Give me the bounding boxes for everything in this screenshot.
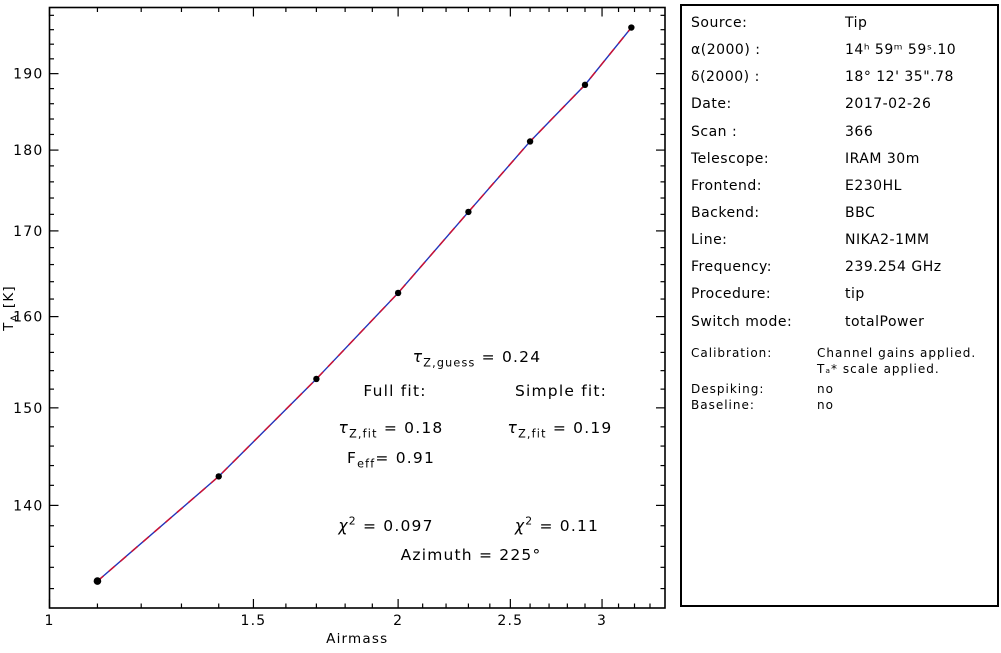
info-row-label: Frontend: [691,177,762,194]
note-row: Calibration: Channel gains applied. Tₐ* … [691,345,993,377]
info-row: α(2000) : 14ʰ 59ᵐ 59ˢ.10 [691,42,997,69]
x-tick-label: 1.5 [240,613,266,629]
y-tick-label: 190 [13,67,43,83]
info-row-value: 366 [845,123,874,140]
data-point [313,375,320,383]
info-row: Frontend: E230HL [691,178,997,205]
note-row: Despiking: no [691,381,993,397]
info-panel: Source: Tip α(2000) : 14ʰ 59ᵐ 59ˢ.10 δ(2… [680,4,999,607]
annotation-forward-efficiency: Feff= 0.91 [347,449,435,471]
info-row-label: Scan : [691,123,738,140]
info-row: Scan : 366 [691,124,997,151]
annotation-chi2-simple: χ2 = 0.11 [514,515,599,536]
info-row: Frequency: 239.254 GHz [691,259,997,286]
data-point [93,577,102,585]
annotation-tau-z-guess: τZ,guess = 0.24 [413,348,542,370]
data-point [526,138,534,145]
info-row-label: Switch mode: [691,313,793,330]
info-row-value: IRAM 30m [845,150,920,167]
info-rows: Source: Tip α(2000) : 14ʰ 59ᵐ 59ˢ.10 δ(2… [682,6,997,341]
info-row-value: 2017-02-26 [845,96,932,113]
info-row: Switch mode: totalPower [691,314,997,341]
annotation-chi2-full: χ2 = 0.097 [337,515,433,536]
tip-plot-svg: 1 1.5 2 2.5 3 140 150 160 170 180 190 Airmass TA [K]… [1,6,666,647]
info-row-label: Date: [691,96,732,113]
annotation-tau-z-fit-simple: τZ,fit = 0.19 [508,419,613,441]
info-row-value: NIKA2-1MM [845,232,930,249]
note-row: Baseline: no [691,397,993,413]
info-row: Procedure: tip [691,286,997,313]
info-row-value: 239.254 GHz [845,259,942,276]
info-row-label: Line: [691,232,728,249]
x-tick-label: 2.5 [497,613,523,629]
note-row-label: Calibration: [691,346,773,360]
y-axis-title: TA [K] [1,285,21,332]
note-row-value: Channel gains applied. Tₐ* scale applied… [817,346,977,376]
data-point [394,289,402,297]
info-row: Telescope: IRAM 30m [691,151,997,178]
info-row-label: δ(2000) : [691,69,760,86]
info-row-value: tip [845,286,865,303]
annotation-simple-fit-label: Simple fit: [515,382,607,400]
info-row: Date: 2017-02-26 [691,96,997,123]
info-row-value: E230HL [845,177,902,194]
data-point [215,473,222,480]
info-row-value: Tip [845,15,868,31]
info-row: Source: Tip [691,15,997,42]
annotation-tau-z-fit-full: τZ,fit = 0.18 [339,419,444,441]
info-row-label: Frequency: [691,259,773,276]
info-row: δ(2000) : 18° 12' 35".78 [691,69,997,96]
processing-notes: Calibration: Channel gains applied. Tₐ* … [691,345,993,413]
x-axis-title: Airmass [326,631,388,647]
x-tick-label: 2 [393,613,403,629]
y-tick-label: 150 [13,401,43,417]
note-row-label: Despiking: [691,382,765,396]
info-row-label: Source: [691,15,748,31]
info-row: Backend: BBC [691,205,997,232]
data-point [628,24,635,31]
full-fit-line [96,27,632,582]
info-row-value: 18° 12' 35".78 [845,69,954,86]
simple-fit-line [96,27,632,582]
annotation-azimuth: Azimuth = 225° [401,546,542,564]
info-row-value: 14ʰ 59ᵐ 59ˢ.10 [845,42,957,59]
note-row-value: no [817,398,834,412]
plot-frame [48,6,666,609]
note-row-value: no [817,382,834,396]
tip-plot-area: 1 1.5 2 2.5 3 140 150 160 170 180 190 Airmass TA [K]… [1,6,666,647]
info-row-value: totalPower [845,313,925,330]
note-row-label: Baseline: [691,398,755,412]
info-row-value: BBC [845,204,876,221]
annotation-full-fit-label: Full fit: [363,382,426,400]
info-row: Line: NIKA2-1MM [691,232,997,259]
info-row-label: Telescope: [691,150,770,167]
y-tick-label: 180 [13,143,43,159]
data-point [465,208,472,216]
x-tick-label: 3 [597,613,607,629]
y-tick-label: 140 [13,498,43,514]
x-tick-label: 1 [44,613,54,629]
y-tick-label: 160 [13,310,43,326]
data-point [581,81,589,89]
info-row-label: Backend: [691,204,760,221]
y-tick-label: 170 [13,224,43,240]
info-row-label: Procedure: [691,286,772,303]
info-row-label: α(2000) : [691,42,761,59]
